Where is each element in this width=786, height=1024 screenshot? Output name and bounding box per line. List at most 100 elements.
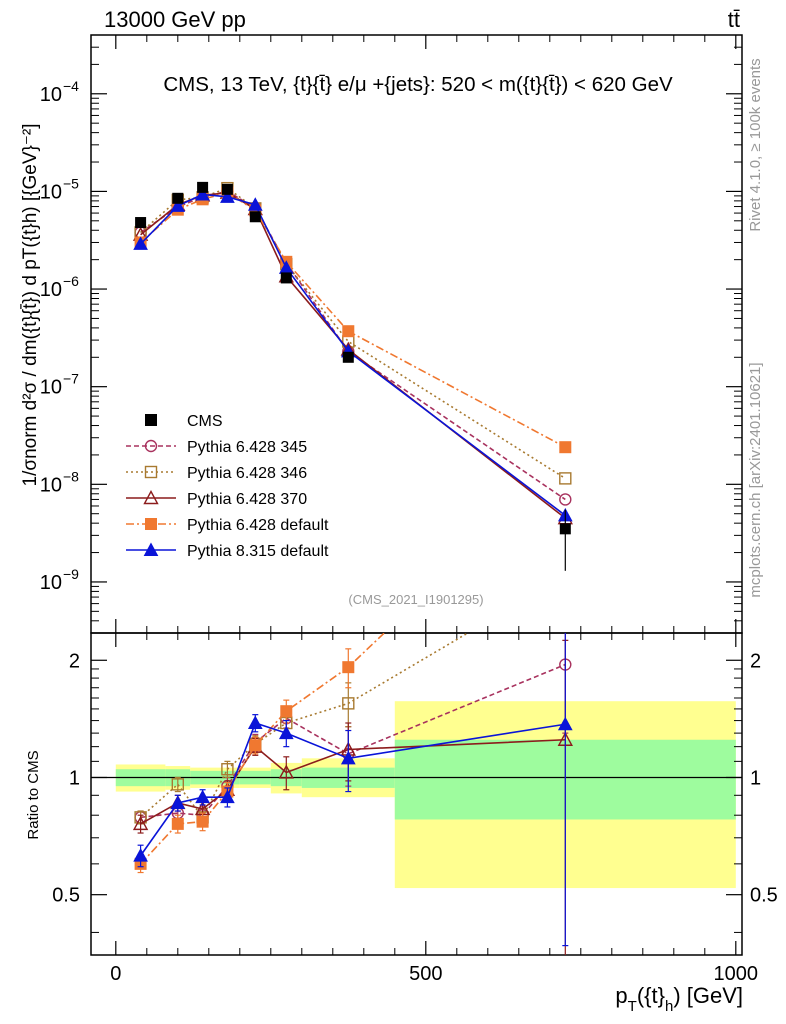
main-point-pythia-6-428-default	[342, 325, 355, 338]
ratio-point-pythia-8-315-default	[247, 715, 263, 730]
cms-point	[172, 192, 184, 204]
ratio-point-pythia-6-428-default	[249, 739, 262, 752]
y-tick-exponent: −7	[63, 371, 79, 387]
y-tick-label: 10	[40, 474, 62, 496]
ratio-plot-frame	[90, 632, 743, 956]
legend-marker-pythia-6-428-370	[143, 490, 159, 505]
y-tick-label: 10	[40, 377, 62, 399]
y-tick-exponent: −6	[63, 273, 79, 289]
chart-title: CMS, 13 TeV, {t}{t̄} e/μ +{jets}: 520 < …	[163, 73, 673, 96]
legend-item-pythia-6-428-default: Pythia 6.428 default	[126, 517, 329, 534]
legend-item-pythia-6-428-345: Pythia 6.428 345	[126, 439, 307, 456]
ratio-line-pythia-8-315-default	[139, 722, 566, 857]
y-tick-exponent: −8	[63, 468, 79, 484]
main-point-pythia-8-315-default	[133, 236, 148, 250]
legend-marker-cms	[145, 414, 157, 426]
ratio-point-pythia-8-315-default	[557, 716, 573, 731]
cms-point	[249, 211, 261, 223]
main-line-pythia-6-428-default	[140, 191, 566, 448]
legend-marker-pythia-6-428-345	[144, 439, 158, 453]
cms-point	[280, 272, 292, 284]
ratio-point-pythia-8-315-default	[340, 750, 356, 765]
x-tick-label: 500	[409, 963, 442, 985]
rivet-version-label: Rivet 4.1.0, ≥ 100k events	[747, 58, 764, 231]
y-tick-exponent: −4	[63, 78, 79, 94]
ratio-point-pythia-6-428-346	[342, 697, 355, 710]
y-tick-label: 10	[40, 572, 62, 594]
plot-frames	[90, 34, 743, 956]
legend-item-cms: CMS	[145, 413, 223, 430]
ratio-tick-label-right: 2	[750, 650, 761, 672]
main-point-pythia-8-315-default	[220, 189, 235, 203]
ratio-tick-label: 0.5	[52, 885, 80, 907]
ratio-line-pythia-6-428-345	[140, 663, 566, 819]
main-point-pythia-8-315-default	[195, 186, 210, 201]
series-cms	[135, 181, 571, 571]
legend-label-pythia-6-428-370: Pythia 6.428 370	[187, 491, 307, 508]
y-axis-label-main: 1/σnorm d²σ / dm({t}{t̄}) d pT({t}h) [{G…	[20, 124, 41, 487]
legend-label-cms: CMS	[187, 413, 223, 430]
legend: CMS Pythia 6.428 345 Pythia 6.428 346 Pythi…	[126, 413, 329, 560]
y-tick-exponent: −9	[63, 566, 79, 582]
x-tick-label: 1000	[714, 963, 759, 985]
cms-point	[135, 217, 147, 229]
main-point-pythia-6-428-default	[559, 441, 572, 454]
ratio-tick-label: 2	[69, 650, 80, 672]
x-tick-label: 0	[110, 963, 121, 985]
legend-marker-pythia-6-428-346	[144, 465, 158, 479]
y-tick-label: 10	[40, 181, 62, 203]
main-point-pythia-6-428-345	[559, 493, 572, 506]
ratio-point-pythia-6-428-346	[171, 778, 185, 791]
y-tick-label: 10	[40, 84, 62, 106]
y-tick-label: 10	[40, 279, 62, 301]
legend-label-pythia-6-428-345: Pythia 6.428 345	[187, 439, 307, 456]
ratio-point-pythia-6-428-default	[342, 661, 355, 674]
ratio-point-pythia-6-428-default	[171, 817, 184, 830]
main-point-pythia-8-315-default	[247, 197, 263, 211]
legend-marker-pythia-6-428-default	[145, 518, 157, 530]
ratio-point-pythia-6-428-default	[560, 455, 571, 466]
main-point-pythia-8-315-default	[170, 198, 186, 212]
ratio-point-pythia-6-428-default	[196, 815, 209, 828]
main-point-pythia-6-428-346	[559, 472, 572, 485]
cms-point	[221, 183, 233, 195]
ratio-tick-label-right: 0.5	[750, 885, 778, 907]
series-pythia-8-315-default	[133, 186, 573, 947]
cms-point	[559, 523, 571, 535]
legend-item-pythia-8-315-default: Pythia 8.315 default	[126, 542, 329, 560]
cms-point	[342, 351, 354, 363]
ratio-line-pythia-6-428-default	[140, 633, 386, 865]
legend-label-pythia-6-428-346: Pythia 6.428 346	[187, 465, 307, 482]
y-tick-exponent: −5	[63, 175, 79, 191]
analysis-watermark: (CMS_2021_I1901295)	[348, 592, 483, 607]
main-line-pythia-8-315-default	[140, 193, 566, 517]
ratio-point-pythia-6-428-default	[280, 705, 293, 718]
ratio-point-pythia-8-315-default	[170, 795, 186, 809]
ratio-point-pythia-8-315-default	[195, 789, 210, 804]
header-left: 13000 GeV pp	[104, 7, 246, 32]
ratio-point-pythia-8-315-default	[278, 725, 294, 740]
ratio-point-pythia-6-428-346	[560, 570, 571, 581]
ratio-tick-label: 1	[69, 767, 80, 789]
ratio-point-pythia-8-315-default	[133, 848, 148, 862]
y-axis-label-ratio: Ratio to CMS	[25, 750, 42, 839]
legend-item-pythia-6-428-346: Pythia 6.428 346	[126, 465, 307, 482]
legend-label-pythia-8-315-default: Pythia 8.315 default	[187, 543, 329, 560]
ratio-point-pythia-6-428-370	[132, 815, 149, 831]
legend-marker-pythia-8-315-default	[143, 542, 159, 556]
legend-item-pythia-6-428-370: Pythia 6.428 370	[126, 490, 307, 508]
legend-label-pythia-6-428-default: Pythia 6.428 default	[187, 517, 329, 534]
x-axis-label: pT({t}h) [GeV]	[615, 983, 743, 1015]
ratio-tick-label-right: 1	[750, 767, 761, 789]
source-label: mcplots.cern.ch [arXiv:2401.10621]	[747, 362, 764, 597]
cms-point	[197, 181, 209, 193]
data-series	[132, 181, 573, 955]
ratio-uncertainty-bands	[91, 701, 742, 889]
ratio-point-pythia-6-428-346	[221, 763, 234, 776]
header-right: tt̄	[728, 7, 740, 32]
ratio-point-pythia-6-428-370	[278, 764, 294, 779]
ratio-point-pythia-8-315-default	[220, 789, 235, 804]
main-line-pythia-6-428-346	[140, 187, 566, 480]
